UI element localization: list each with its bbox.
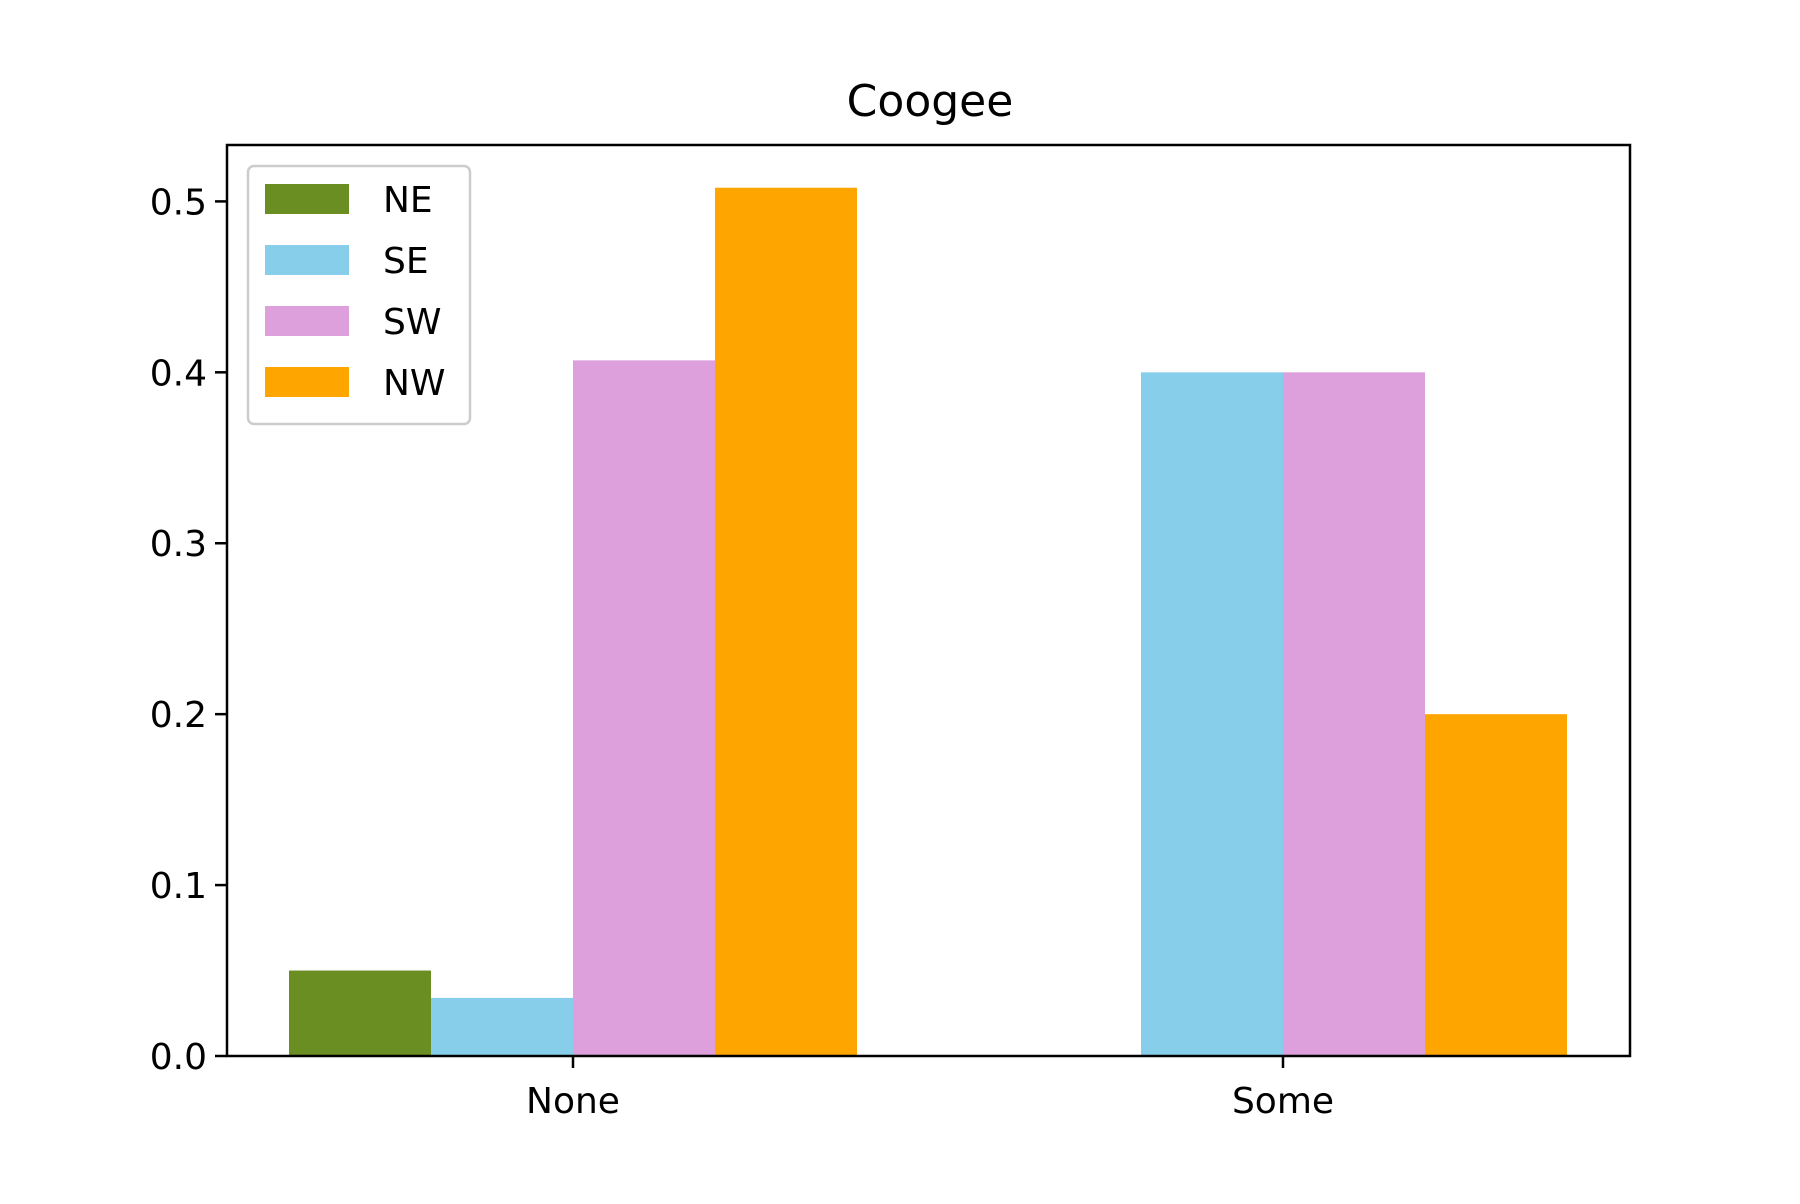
bars-layer (289, 188, 1567, 1056)
legend-swatch-ne (265, 184, 349, 214)
legend-label-sw: SW (383, 302, 441, 343)
y-tick-label: 0.2 (150, 695, 207, 736)
bar-se-some (1141, 372, 1283, 1056)
legend-label-nw: NW (383, 363, 446, 404)
bar-se-none (431, 998, 573, 1056)
legend-swatch-sw (265, 306, 349, 336)
y-tick-label: 0.3 (150, 524, 207, 565)
legend-label-ne: NE (383, 180, 433, 221)
x-tick-label: None (526, 1081, 620, 1122)
bar-nw-some (1425, 714, 1567, 1056)
bar-nw-none (715, 188, 857, 1056)
y-tick-label: 0.1 (150, 866, 207, 907)
y-tick-label: 0.0 (150, 1037, 207, 1078)
bar-sw-some (1283, 372, 1425, 1056)
chart-title: Coogee (847, 76, 1014, 127)
y-tick-label: 0.5 (150, 182, 207, 223)
legend: NE SE SW NW (248, 166, 470, 424)
y-tick-label: 0.4 (150, 353, 207, 394)
legend-swatch-nw (265, 367, 349, 397)
bar-ne-none (289, 971, 431, 1056)
bar-sw-none (573, 360, 715, 1056)
legend-swatch-se (265, 245, 349, 275)
x-tick-label: Some (1232, 1081, 1334, 1122)
legend-label-se: SE (383, 241, 429, 282)
